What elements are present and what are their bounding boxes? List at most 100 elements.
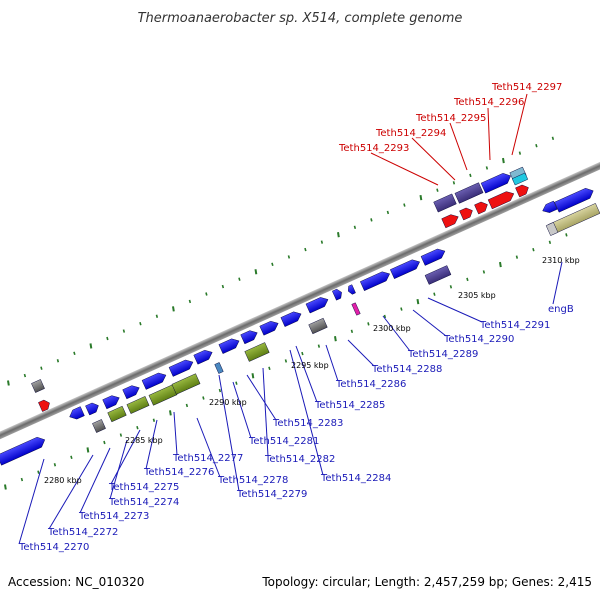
- gene-label-teth514-2288[interactable]: Teth514_2288: [371, 364, 442, 375]
- gene-grey-left: [31, 379, 45, 393]
- leader-red-1: [411, 137, 456, 181]
- gene-red-4-shape: [487, 191, 515, 210]
- gene-red-2: [459, 207, 473, 221]
- gene-label-teth514-2289[interactable]: Teth514_2289: [407, 349, 478, 360]
- inner-scale-tick: [169, 410, 172, 416]
- gene-2275b-shape: [126, 396, 150, 414]
- gene-engb-shape: [554, 188, 594, 213]
- scale-label-2305: 2305 kbp: [458, 291, 496, 300]
- gene-red-1-shape: [441, 214, 459, 229]
- outer-scale-tick: [419, 194, 423, 201]
- gene-label-teth514-2272[interactable]: Teth514_2272: [47, 527, 118, 538]
- leader-blue-13: [295, 345, 318, 403]
- gene-2278b: [214, 362, 224, 374]
- gene-2288: [390, 259, 420, 279]
- inner-scale-tick: [400, 307, 403, 311]
- gene-2274: [122, 385, 140, 400]
- leader-blue-2: [79, 447, 111, 514]
- outer-scale-tick: [238, 277, 241, 281]
- gene-2273b-shape: [92, 419, 106, 433]
- gene-label-teth514-2283[interactable]: Teth514_2283: [272, 418, 343, 429]
- gene-2270-shape: [0, 436, 46, 466]
- outer-scale-tick: [271, 262, 274, 267]
- leader-blue-14: [325, 344, 339, 382]
- leader-blue-18: [427, 297, 483, 323]
- outer-scale-tick: [320, 240, 324, 244]
- gene-label-teth514-2281[interactable]: Teth514_2281: [248, 436, 319, 447]
- gene-2277b: [171, 373, 201, 395]
- outer-scale-tick: [139, 321, 142, 326]
- gene-2290b-shape: [424, 265, 452, 285]
- gene-label-teth514-2284[interactable]: Teth514_2284: [320, 473, 391, 484]
- gene-grey-left-shape: [31, 379, 45, 393]
- gene-label-teth514-2282[interactable]: Teth514_2282: [264, 454, 335, 465]
- outer-scale-tick: [172, 306, 175, 312]
- gene-grey-small: [545, 222, 559, 236]
- gene-label-teth514-2275[interactable]: Teth514_2275: [108, 482, 179, 493]
- outer-scale-tick: [221, 284, 225, 289]
- outer-scale-tick: [386, 210, 390, 215]
- inner-scale-tick: [334, 336, 337, 342]
- inner-scale-tick: [301, 351, 304, 356]
- inner-scale-tick: [548, 240, 552, 244]
- inner-scale-tick: [185, 403, 189, 408]
- gene-label-teth514-2291[interactable]: Teth514_2291: [479, 320, 550, 331]
- gene-2275-shape: [141, 372, 167, 390]
- gene-2279: [240, 330, 258, 345]
- gene-label-teth514-2276[interactable]: Teth514_2276: [143, 467, 214, 478]
- accession-text: Accession: NC_010320: [8, 575, 144, 589]
- scale-ticks: [4, 136, 568, 490]
- gene-label-teth514-2285[interactable]: Teth514_2285: [314, 400, 385, 411]
- leader-red-3: [487, 107, 491, 161]
- leader-blue-11: [246, 374, 277, 421]
- gene-label-teth514-2278[interactable]: Teth514_2278: [217, 475, 288, 486]
- gene-2273-shape: [102, 395, 120, 410]
- outer-scale-tick: [23, 373, 27, 378]
- scale-label-2290: 2290 kbp: [209, 398, 247, 407]
- inner-scale-tick: [317, 344, 321, 348]
- gene-label-teth514-2273[interactable]: Teth514_2273: [78, 511, 149, 522]
- gene-2297-cyan-shape: [511, 172, 529, 186]
- label-leaders: [18, 93, 563, 545]
- gene-2276b-shape: [148, 384, 178, 406]
- gene-2271-shape: [69, 406, 85, 420]
- gene-grey-small-shape: [545, 222, 559, 236]
- gene-label-teth514-2279[interactable]: Teth514_2279: [236, 489, 307, 500]
- gene-2273: [102, 395, 120, 410]
- gene-label-teth514-2270[interactable]: Teth514_2270: [18, 542, 89, 553]
- outer-scale-tick: [337, 232, 340, 238]
- inner-scale-tick: [449, 285, 453, 289]
- inner-scale-tick: [515, 255, 519, 259]
- topology-summary: Topology: circular; Length: 2,457,259 bp…: [261, 575, 592, 589]
- gene-label-teth514-2297[interactable]: Teth514_2297: [491, 82, 562, 93]
- gene-2283: [305, 297, 329, 314]
- gene-2275b: [126, 396, 150, 414]
- outer-scale-tick: [56, 359, 60, 363]
- outer-scale-tick: [436, 188, 439, 192]
- gene-2282-shape: [280, 311, 302, 327]
- gene-label-teth514-2293[interactable]: Teth514_2293: [338, 143, 409, 154]
- gene-label-teth514-2290[interactable]: Teth514_2290: [443, 334, 514, 345]
- gene-red-5-shape: [515, 184, 529, 198]
- gene-2285b-shape: [308, 317, 328, 335]
- gene-2273b: [92, 419, 106, 433]
- outer-scale-tick: [370, 218, 373, 222]
- leader-red-0: [370, 152, 439, 186]
- gene-label-engb[interactable]: engB: [548, 304, 574, 315]
- outer-scale-tick: [89, 343, 93, 349]
- inner-scale-tick: [565, 233, 568, 237]
- outer-scale-tick: [403, 203, 406, 207]
- gene-label-teth514-2294[interactable]: Teth514_2294: [375, 128, 446, 139]
- gene-2275: [141, 372, 167, 390]
- gene-label-teth514-2274[interactable]: Teth514_2274: [108, 497, 179, 508]
- gene-label-teth514-2295[interactable]: Teth514_2295: [415, 113, 486, 124]
- inner-scale-tick: [350, 329, 354, 333]
- gene-label-teth514-2296[interactable]: Teth514_2296: [453, 97, 524, 108]
- gene-2279-shape: [240, 330, 258, 345]
- gene-label-teth514-2286[interactable]: Teth514_2286: [335, 379, 406, 390]
- inner-scale-tick: [152, 418, 156, 422]
- gene-label-teth514-2277[interactable]: Teth514_2277: [172, 453, 243, 464]
- gene-2289-shape: [420, 248, 446, 266]
- gene-2291: [542, 200, 558, 213]
- gene-2285: [348, 284, 356, 295]
